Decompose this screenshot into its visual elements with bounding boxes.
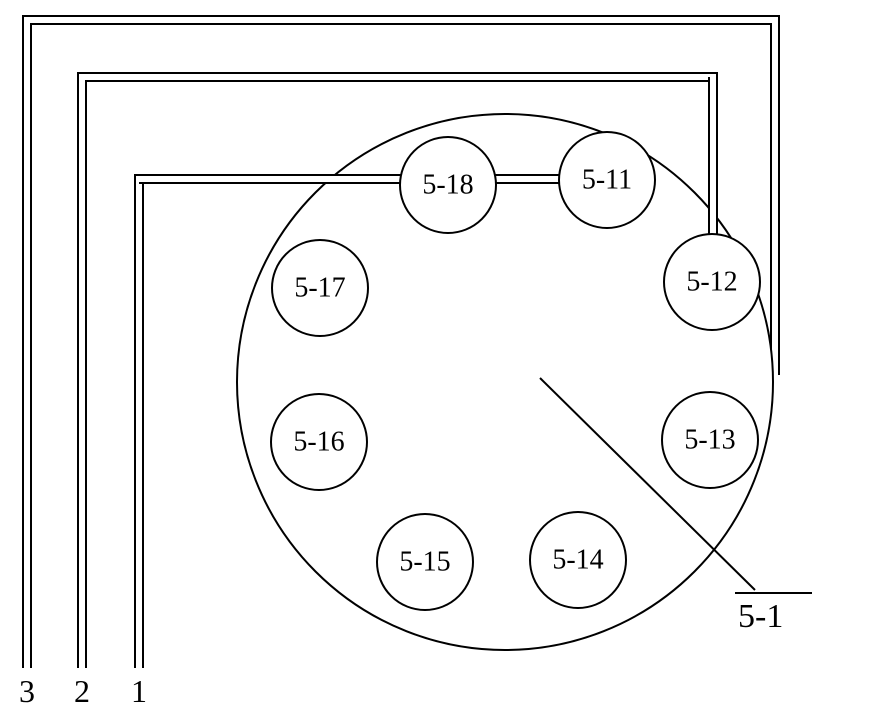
node-label-5-14: 5-14: [552, 544, 603, 575]
node-label-5-13: 5-13: [684, 424, 735, 455]
connection-label-line2: 2: [74, 673, 90, 709]
front-seg-inner: [139, 179, 607, 180]
node-label-5-17: 5-17: [294, 272, 345, 303]
node-label-5-11: 5-11: [582, 164, 632, 195]
connection-label-line3: 3: [19, 673, 35, 709]
node-label-5-16: 5-16: [293, 426, 344, 457]
node-label-5-15: 5-15: [399, 546, 450, 577]
connection-label-line1: 1: [131, 673, 147, 709]
node-label-5-12: 5-12: [686, 266, 737, 297]
main-circle: [237, 114, 773, 650]
technical-diagram: 1 2 3 5-11 5-12 5-13 5-14 5-15 5-16 5-17 5-18 5-1: [0, 0, 896, 720]
main-label-text: 5-1: [738, 598, 783, 635]
node-label-5-18: 5-18: [422, 169, 473, 200]
